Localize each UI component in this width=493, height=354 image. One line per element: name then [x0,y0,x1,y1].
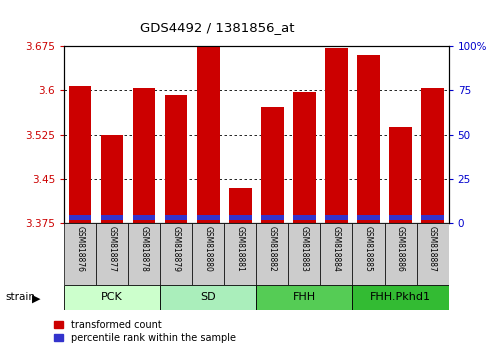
Text: FHH: FHH [293,292,316,302]
Text: GSM818878: GSM818878 [140,226,149,272]
Bar [160,223,192,285]
Bar [320,223,352,285]
Bar [325,215,348,220]
Bar [229,188,251,223]
Bar [389,215,412,220]
Bar [293,215,316,220]
Bar [192,223,224,285]
Bar [165,215,187,220]
Text: GDS4492 / 1381856_at: GDS4492 / 1381856_at [140,21,294,34]
Bar [165,95,187,223]
Bar [128,223,160,285]
Bar [69,86,91,223]
Text: GSM818885: GSM818885 [364,226,373,272]
Bar [385,223,417,285]
Bar [101,215,123,220]
Bar [197,46,219,223]
Bar [352,223,385,285]
Bar [261,107,283,223]
Text: FHH.Pkhd1: FHH.Pkhd1 [370,292,431,302]
Text: GSM818880: GSM818880 [204,226,213,272]
Bar [352,285,449,310]
Bar [69,215,91,220]
Bar [133,88,155,223]
Bar [422,88,444,223]
Bar [417,223,449,285]
Bar [357,55,380,223]
Text: GSM818882: GSM818882 [268,226,277,272]
Text: GSM818881: GSM818881 [236,226,245,272]
Bar [422,215,444,220]
Bar [224,223,256,285]
Text: GSM818886: GSM818886 [396,226,405,272]
Text: PCK: PCK [101,292,123,302]
Bar [256,223,288,285]
Text: GSM818887: GSM818887 [428,226,437,272]
Text: GSM818883: GSM818883 [300,226,309,272]
Bar [357,215,380,220]
Text: GSM818879: GSM818879 [172,226,181,272]
Text: ▶: ▶ [32,293,40,303]
Legend: transformed count, percentile rank within the sample: transformed count, percentile rank withi… [54,320,236,343]
Bar [96,223,128,285]
Bar [389,127,412,223]
Bar [288,223,320,285]
Bar [229,215,251,220]
Bar [293,92,316,223]
Bar [261,215,283,220]
Text: SD: SD [201,292,216,302]
Bar [160,285,256,310]
Text: strain: strain [5,292,35,302]
Bar [256,285,352,310]
Text: GSM818877: GSM818877 [107,226,117,272]
Bar [64,285,160,310]
Text: GSM818876: GSM818876 [75,226,85,272]
Bar [325,48,348,223]
Bar [197,215,219,220]
Text: GSM818884: GSM818884 [332,226,341,272]
Bar [64,223,96,285]
Bar [133,215,155,220]
Bar [101,135,123,223]
